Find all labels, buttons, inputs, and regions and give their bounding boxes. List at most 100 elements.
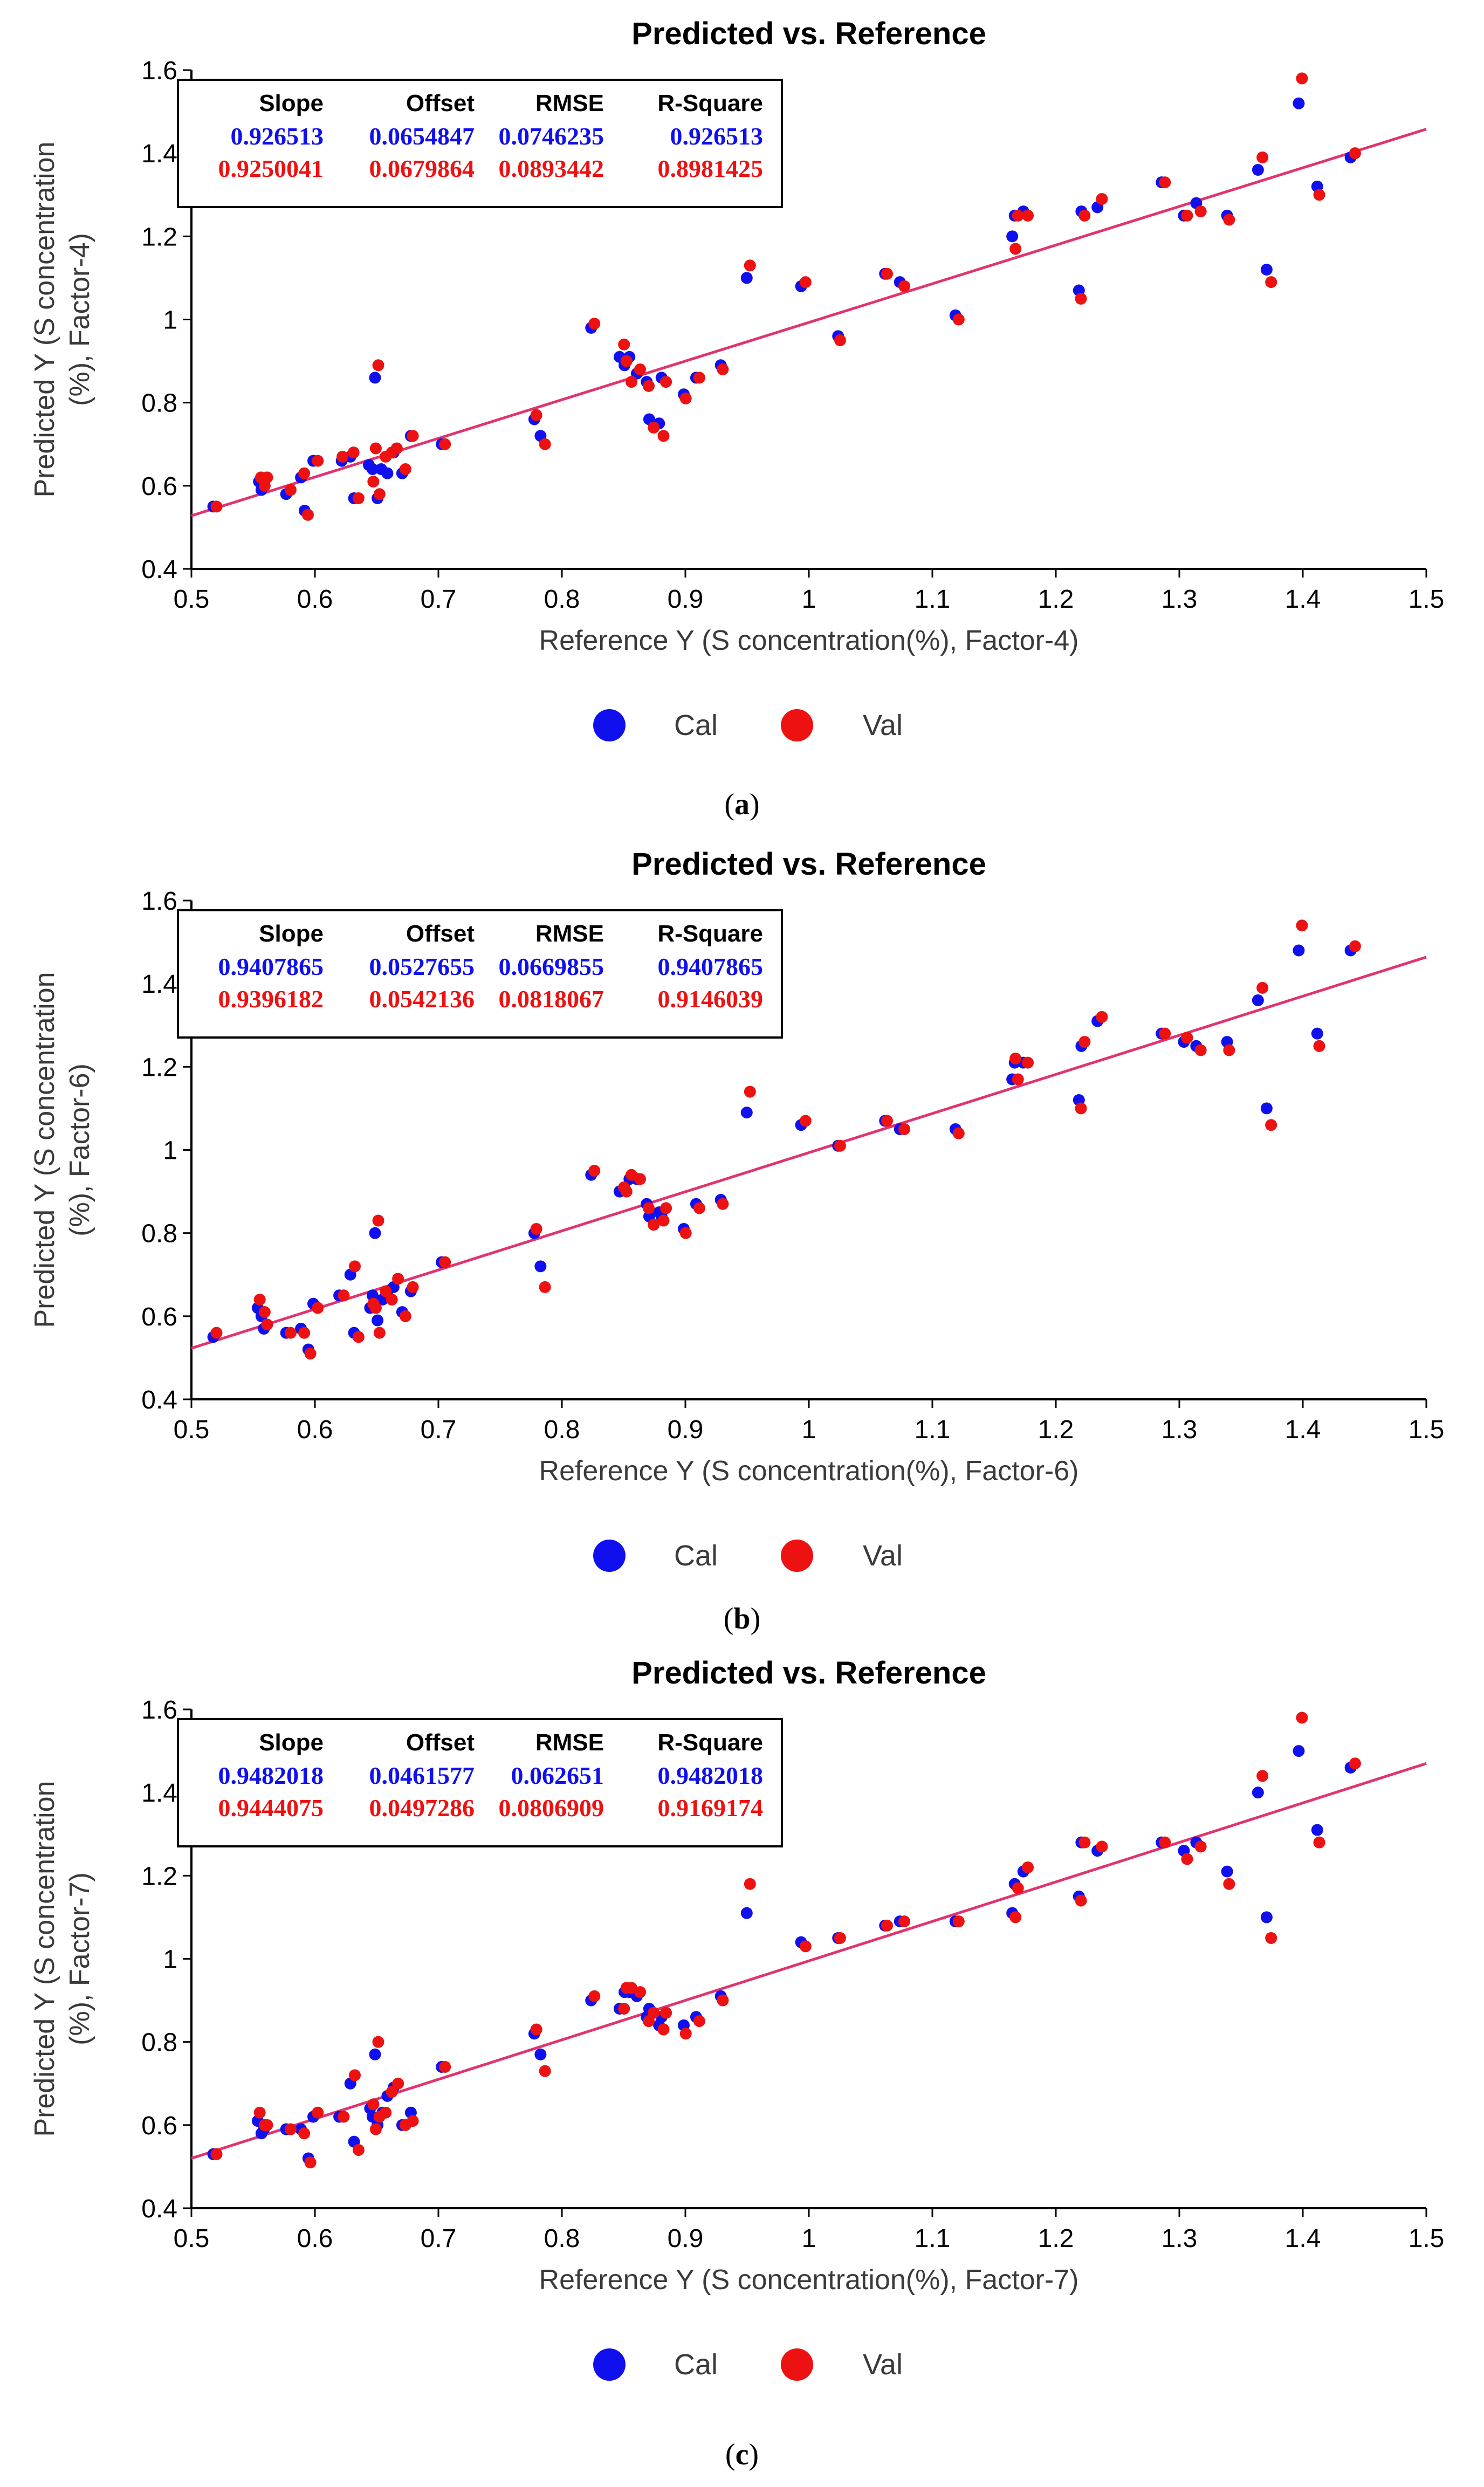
x-tick-label: 0.7: [421, 2224, 457, 2253]
val-point: [1194, 1840, 1207, 1853]
val-point: [367, 2098, 380, 2111]
cal-point: [740, 272, 753, 284]
y-tick-label: 1.2: [141, 223, 177, 251]
val-point: [530, 409, 542, 421]
y-tick-label: 1: [163, 1946, 177, 1974]
stats-header: RMSE: [535, 90, 604, 116]
val-point: [539, 1281, 551, 1293]
x-tick-label: 1.2: [1038, 2224, 1074, 2253]
val-point: [539, 438, 551, 450]
y-tick-label: 1.4: [141, 1779, 177, 1808]
val-point: [539, 2065, 551, 2077]
val-point: [1075, 292, 1087, 305]
val-point: [648, 2007, 660, 2019]
val-point: [643, 1202, 655, 1214]
y-axis-label-line2: (%), Factor-4): [64, 233, 95, 406]
val-point: [1181, 1853, 1193, 1865]
x-tick-label: 1.1: [915, 2224, 951, 2253]
val-point: [210, 1327, 223, 1339]
val-point: [210, 500, 223, 513]
val-point: [679, 1227, 692, 1239]
cal-point: [740, 1907, 753, 1919]
y-tick-label: 0.6: [141, 472, 177, 501]
cal-point: [1221, 1865, 1233, 1878]
cal-point: [1293, 1745, 1305, 1757]
val-point: [634, 363, 646, 375]
stats-cal-value: 0.9407865: [218, 953, 324, 980]
legend-cal-label: Cal: [674, 2348, 718, 2381]
cal-point: [1260, 1911, 1273, 1923]
val-point: [881, 1919, 893, 1932]
stats-box: [177, 79, 783, 208]
val-point: [1096, 193, 1108, 205]
y-axis-label-line1: Predicted Y (S concentration: [29, 972, 60, 1328]
val-point: [744, 259, 756, 272]
val-point: [338, 2111, 350, 2123]
val-point: [380, 2106, 392, 2119]
val-point: [367, 476, 380, 488]
val-point: [304, 1348, 317, 1360]
stats-header: Offset: [406, 920, 475, 947]
val-point: [439, 438, 451, 450]
val-point: [284, 2123, 297, 2135]
x-axis-label: Reference Y (S concentration(%), Factor-…: [539, 2264, 1079, 2296]
val-point: [392, 2077, 404, 2090]
val-point: [369, 442, 382, 455]
y-tick-label: 1: [163, 306, 177, 335]
legend-val-label: Val: [863, 2348, 903, 2381]
x-tick-label: 0.8: [544, 2224, 580, 2253]
val-point: [253, 1294, 266, 1306]
stats-header: Offset: [406, 90, 475, 116]
val-point: [304, 2156, 317, 2169]
cal-point: [369, 1227, 381, 1239]
cal-point: [1260, 1102, 1273, 1115]
val-point: [392, 1273, 404, 1285]
stats-val-value: 0.9250041: [218, 155, 324, 182]
val-point: [1159, 176, 1171, 189]
cal-point: [366, 463, 379, 475]
val-point: [1009, 1052, 1022, 1064]
val-point: [1265, 1119, 1277, 1131]
val-point: [744, 1878, 756, 1890]
stats-cal-value: 0.926513: [670, 122, 764, 150]
y-tick-label: 0.8: [141, 389, 177, 418]
chart-title: Predicted vs. Reference: [631, 847, 986, 882]
val-point: [634, 1986, 646, 1998]
x-tick-label: 1.5: [1409, 585, 1445, 614]
val-point: [352, 2144, 365, 2156]
x-tick-label: 0.8: [544, 585, 580, 614]
y-tick-label: 1.6: [141, 57, 177, 85]
x-tick-label: 1.5: [1409, 1416, 1445, 1444]
val-point: [620, 1185, 633, 1198]
val-point: [1096, 1011, 1108, 1023]
val-point: [634, 1173, 646, 1185]
val-point: [799, 1940, 812, 1953]
val-point: [372, 359, 384, 372]
x-tick-label: 0.9: [668, 2224, 704, 2253]
legend-cal-marker: [593, 709, 626, 741]
caption-a: (a): [724, 788, 760, 821]
val-point: [660, 1202, 672, 1214]
val-point: [298, 467, 311, 479]
val-point: [1159, 1836, 1171, 1849]
val-point: [657, 2023, 670, 2036]
val-point: [369, 1302, 382, 1314]
y-axis-label-line1: Predicted Y (S concentration: [29, 141, 60, 497]
val-point: [352, 1331, 365, 1343]
val-point: [679, 392, 692, 404]
stats-box: [177, 909, 783, 1039]
val-point: [253, 2106, 266, 2119]
y-tick-label: 1.2: [141, 1053, 177, 1082]
val-point: [439, 1256, 451, 1268]
val-point: [352, 492, 365, 504]
val-point: [1075, 1102, 1087, 1115]
val-point: [390, 442, 403, 455]
val-point: [1096, 1840, 1108, 1853]
val-point: [620, 355, 633, 367]
legend-val-label: Val: [863, 1540, 903, 1572]
y-tick-label: 1.2: [141, 1862, 177, 1891]
val-point: [1012, 209, 1024, 222]
scatter-plot-a: Predicted vs. Reference 0.5 0.6 0.7 0.8 0.9 1 1…: [29, 16, 1445, 741]
val-point: [312, 1302, 324, 1314]
val-point: [1256, 1770, 1269, 1782]
